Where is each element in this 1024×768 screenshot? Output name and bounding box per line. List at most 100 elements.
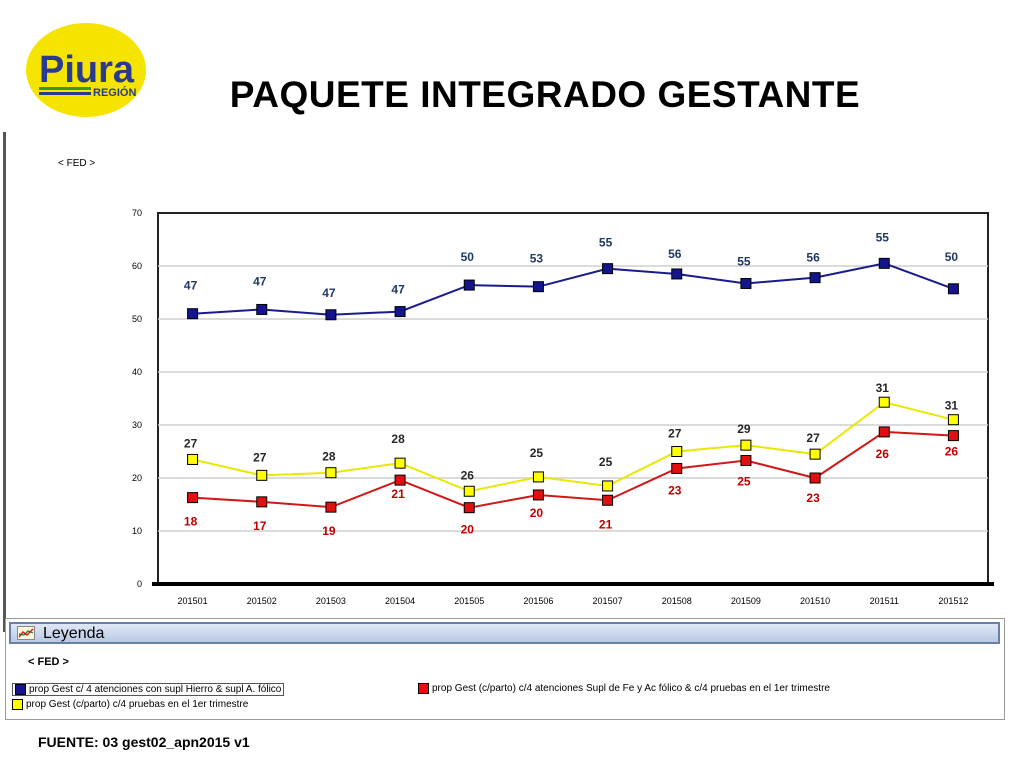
data-label: 55 (737, 254, 751, 268)
data-label: 50 (945, 250, 959, 264)
data-label: 27 (184, 436, 198, 450)
legend-title: Leyenda (43, 625, 105, 642)
data-label: 17 (253, 519, 267, 533)
x-tick-label: 201507 (593, 596, 623, 606)
data-label: 28 (391, 432, 405, 446)
data-label: 18 (184, 515, 198, 529)
legend-label: prop Gest (c/parto) c/4 atenciones Supl … (432, 683, 830, 695)
data-point (602, 263, 614, 275)
data-label: 47 (322, 286, 336, 300)
data-label: 26 (876, 447, 890, 461)
x-axis-line (152, 582, 994, 586)
data-point (878, 396, 890, 408)
data-point (256, 469, 268, 481)
y-tick-label: 0 (137, 579, 142, 589)
legend-label: prop Gest c/ 4 atenciones con supl Hierr… (29, 684, 282, 696)
data-point (463, 279, 475, 291)
data-point (187, 492, 199, 504)
data-point (394, 457, 406, 469)
data-point (602, 480, 614, 492)
legend-label: prop Gest (c/parto) c/4 pruebas en el 1e… (26, 699, 249, 711)
data-label: 31 (876, 381, 890, 395)
piura-region-logo: Piura REGIÓN (25, 22, 147, 118)
data-point (671, 268, 683, 280)
data-label: 55 (599, 236, 613, 250)
data-label: 19 (322, 524, 336, 538)
x-tick-label: 201505 (454, 596, 484, 606)
plot-area (157, 212, 989, 585)
chart-legend-icon (17, 626, 35, 640)
data-label: 47 (253, 274, 267, 288)
data-point (740, 439, 752, 451)
data-point (947, 283, 959, 295)
data-label: 50 (461, 250, 475, 264)
data-point (740, 277, 752, 289)
data-point (947, 430, 959, 442)
legend-item-blue: prop Gest c/ 4 atenciones con supl Hierr… (12, 683, 285, 697)
data-label: 53 (530, 252, 544, 266)
data-label: 20 (530, 506, 544, 520)
data-label: 26 (945, 445, 959, 459)
logo-main-text: Piura (39, 49, 135, 91)
data-point (602, 494, 614, 506)
legend-fed-label: < FED > (28, 656, 69, 668)
data-point (394, 474, 406, 486)
y-tick-label: 50 (132, 314, 142, 324)
data-point (740, 455, 752, 467)
data-point (947, 414, 959, 426)
x-tick-label: 201504 (385, 596, 415, 606)
y-tick-label: 60 (132, 261, 142, 271)
data-label: 21 (391, 487, 405, 501)
data-label: 23 (668, 483, 682, 497)
data-label: 27 (806, 431, 820, 445)
data-point (809, 448, 821, 460)
data-label: 55 (876, 230, 890, 244)
data-point (671, 446, 683, 457)
data-label: 27 (668, 427, 682, 441)
data-point (394, 306, 406, 318)
data-point (532, 471, 544, 483)
y-tick-label: 20 (132, 473, 142, 483)
data-point (325, 309, 337, 321)
data-point (463, 485, 475, 497)
data-point (878, 257, 890, 269)
y-tick-label: 30 (132, 420, 142, 430)
fed-label: < FED > (58, 158, 95, 169)
data-label: 20 (461, 523, 475, 537)
data-point (878, 426, 890, 438)
data-label: 56 (806, 251, 820, 265)
data-point (671, 462, 683, 474)
x-tick-label: 201510 (800, 596, 830, 606)
legend-item-red: prop Gest (c/parto) c/4 atenciones Supl … (418, 683, 830, 694)
data-label: 28 (322, 450, 336, 464)
data-point (809, 272, 821, 284)
data-label: 29 (737, 422, 751, 436)
data-label: 27 (253, 450, 267, 464)
data-label: 25 (530, 446, 544, 460)
x-tick-label: 201511 (870, 596, 899, 606)
data-point (532, 489, 544, 501)
x-tick-label: 201506 (523, 596, 553, 606)
data-point (187, 453, 199, 465)
data-point (809, 472, 821, 484)
series-line (192, 401, 954, 493)
page-title: PAQUETE INTEGRADO GESTANTE (229, 74, 861, 115)
x-tick-label: 201512 (938, 596, 968, 606)
x-tick-label: 201501 (178, 596, 208, 606)
x-tick-label: 201508 (662, 596, 692, 606)
legend-header[interactable]: Leyenda (9, 622, 1000, 644)
data-label: 23 (806, 491, 820, 505)
data-point (256, 496, 268, 508)
legend-item-yellow: prop Gest (c/parto) c/4 pruebas en el 1e… (12, 699, 248, 710)
x-tick-label: 201502 (247, 596, 277, 606)
data-point (325, 501, 337, 513)
y-tick-label: 10 (132, 526, 142, 536)
series-line (192, 430, 954, 509)
left-divider (3, 132, 6, 632)
data-point (463, 502, 475, 514)
data-label: 31 (945, 399, 959, 413)
data-point (325, 467, 337, 479)
y-tick-label: 70 (132, 208, 142, 218)
data-point (256, 303, 268, 315)
data-point (187, 308, 199, 320)
